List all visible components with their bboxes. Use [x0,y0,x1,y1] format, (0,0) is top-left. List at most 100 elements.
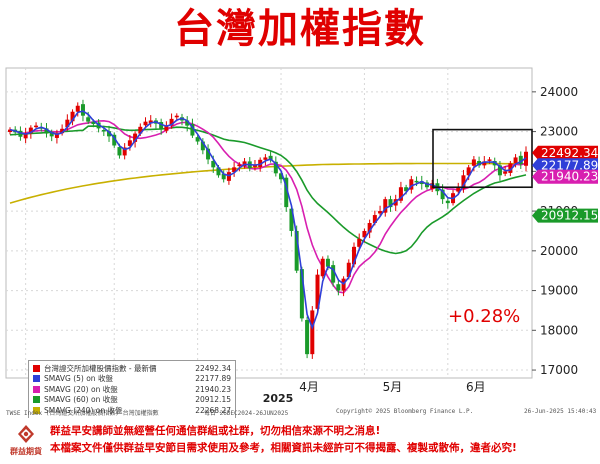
candle [315,269,320,315]
legend-value: 22492.34 [195,363,231,373]
candle [331,260,336,287]
candle [237,162,242,172]
legend-swatch [33,396,40,404]
candle [310,306,315,359]
legend-swatch [33,406,40,414]
legend-swatch [33,385,40,393]
legend-entry: SMAVG (60) on 收盤 20912.15 [33,395,231,406]
candle [49,129,54,142]
legend-entry: SMAVG (5) on 收盤 22177.89 [33,374,231,385]
candle [518,151,523,169]
legend-name: SMAVG (240) on 收盤 [44,405,123,415]
candle [419,175,424,190]
candle [320,256,325,279]
candle [336,278,341,296]
y-tick-label: 23000 [540,125,578,139]
candle [378,205,383,217]
legend-name: 台灣證交所加權股價指數 - 最新價 [44,363,157,373]
candle [221,170,226,183]
price-tag-label: 20912.15 [541,209,598,223]
candle [44,123,49,138]
candle [159,118,164,135]
candle [273,156,278,177]
x-month-label: 5月 [383,380,403,394]
candle [409,175,414,194]
price-tag: 21940.23 [532,169,598,184]
legend-entry: 台灣證交所加權股價指數 - 最新價 22492.34 [33,363,231,374]
y-tick-label: 17000 [540,363,578,377]
logo-mark-icon [18,425,34,443]
candle [34,122,39,129]
footer-timestamp: 26-Jun-2025 15:40:43 [524,408,597,415]
sma-60-line [9,125,527,255]
change-percent-label: +0.28% [448,306,521,327]
x-month-label: 4月 [299,380,319,394]
disclaimer-line-2: 本檔案文件僅供群益早安節目需求使用及參考，相關資訊未經許可不得揭露、複製或散佈，… [50,442,517,454]
candle [70,109,75,126]
legend-value: 22177.89 [195,374,231,384]
candle [148,115,153,128]
candle [268,151,273,163]
candle [456,182,461,195]
disclaimer-line-1: 群益早安講師並無經營任何通信群組或社群，切勿相信來源不明之消息! [50,425,381,437]
candle [305,316,310,359]
candle [232,161,237,177]
y-tick-label: 24000 [540,85,578,99]
footer-source: TWSE Index (台灣證交所加權股價指數) 台灣加權指數 [6,410,159,417]
sma-5-line [9,110,527,330]
legend-value: 20912.15 [195,395,231,405]
candle [54,129,59,144]
price-tag-label: 21940.23 [541,170,598,184]
price-tag: 22177.89 [532,158,598,173]
candle [122,143,127,160]
y-tick-label: 20000 [540,244,578,258]
highlight-box [432,128,533,189]
x-year-label: 2025 [263,392,294,405]
company-logo: 群益期貨 [4,424,48,460]
legend-swatch [33,364,40,372]
price-tag-label: 22177.89 [541,158,598,172]
logo-text: 群益期貨 [10,447,42,456]
legend-name: SMAVG (60) on 收盤 [44,395,118,405]
footer-copyright: Copyright© 2025 Bloomberg Finance L.P. [336,408,474,415]
candlestick-chart: 1700018000190002000021000220002300024000… [0,60,600,405]
candle [164,121,169,134]
candle [169,113,174,129]
candle [263,154,268,166]
disclaimer-banner: 群益期貨 群益早安講師並無經營任何通信群組或社群，切勿相信來源不明之消息! 本檔… [0,418,600,464]
page-title: 台灣加權指數 [174,6,426,52]
sma-240-line [9,162,526,204]
candle [200,138,205,155]
candle [445,198,450,209]
y-tick-label: 19000 [540,284,578,298]
price-tag: 20912.15 [532,208,598,223]
chart-legend: 台灣證交所加權股價指數 - 最新價 22492.34 SMAVG (5) on 收盤… [28,360,236,420]
candle [8,127,12,135]
legend-entry: SMAVG (20) on 收盤 21940.23 [33,384,231,395]
candle [206,144,211,165]
candle [367,219,372,239]
candle [430,179,435,192]
candle [75,102,80,117]
legend-name: SMAVG (5) on 收盤 [44,374,113,384]
candle [60,124,65,136]
candle [23,127,28,144]
legend-entry: SMAVG (240) on 收盤 22268.27 [33,405,231,416]
y-tick-label: 18000 [540,323,578,337]
candle [284,174,289,212]
legend-name: SMAVG (20) on 收盤 [44,384,118,394]
footer-range: 每日 26DEC2024-26JUN2025 [204,410,289,417]
candle [107,125,112,142]
candle [497,161,502,181]
chart-area: 1700018000190002000021000220002300024000… [0,60,600,420]
legend-value: 21940.23 [195,384,231,394]
candle [185,116,190,132]
legend-value: 22268.27 [195,405,231,415]
x-month-label: 6月 [466,380,486,394]
candle [195,134,200,145]
legend-swatch [33,375,40,383]
price-tag-label: 22492.34 [541,146,598,160]
candle [398,181,403,204]
candle [461,169,466,193]
candle [508,161,513,177]
